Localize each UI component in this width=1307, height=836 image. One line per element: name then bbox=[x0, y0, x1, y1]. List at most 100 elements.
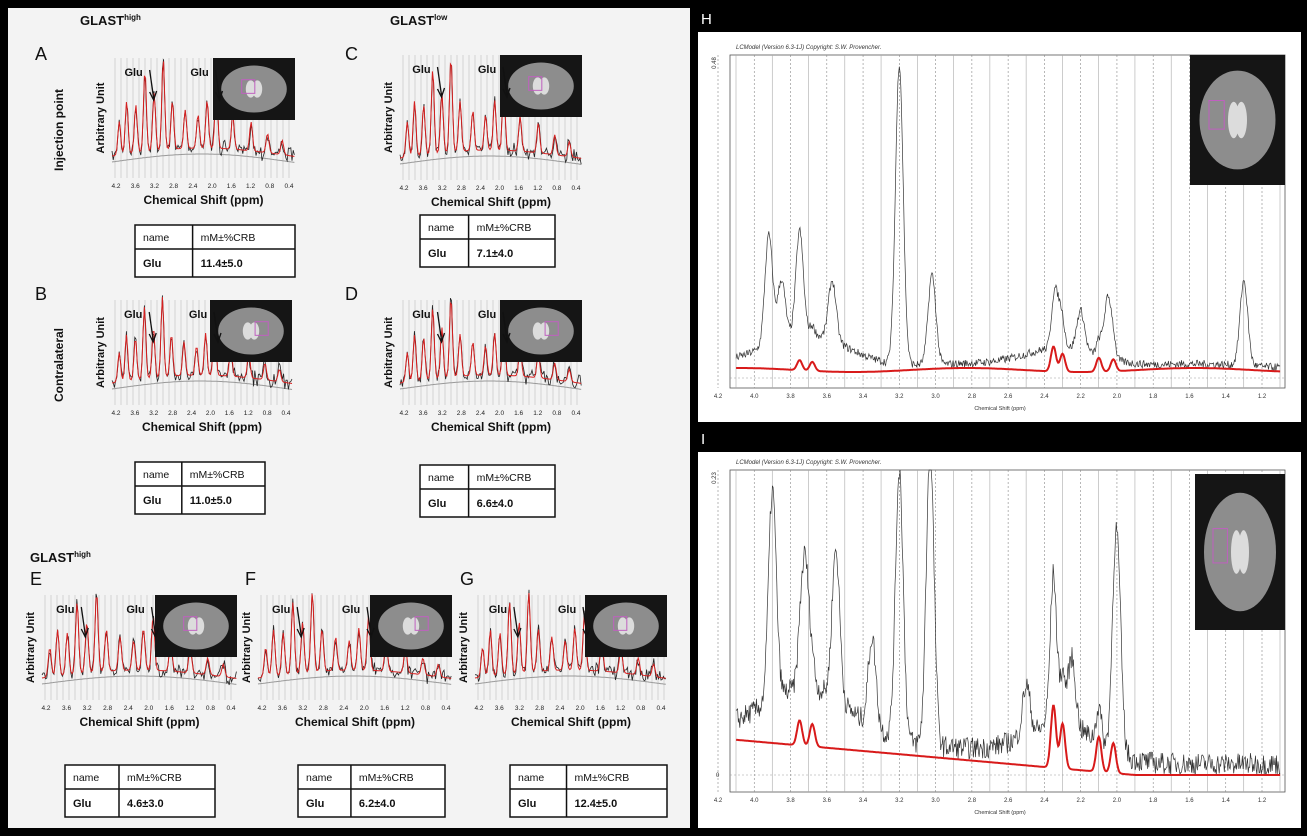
x-tick-label: 2.0 bbox=[1113, 394, 1122, 400]
arrow-shaft bbox=[436, 311, 443, 341]
group-title-sup: low bbox=[434, 13, 448, 22]
roi bbox=[1208, 100, 1225, 130]
x-tick-label: 3.6 bbox=[823, 798, 832, 804]
table-cell: 6.6±4.0 bbox=[477, 498, 514, 510]
group-title-base: GLAST bbox=[30, 550, 74, 565]
mri-ventricle bbox=[409, 617, 420, 635]
x-tick-label: 2.8 bbox=[457, 185, 466, 192]
mri-ventricle bbox=[624, 617, 635, 635]
x-tick-label: 0.8 bbox=[552, 410, 561, 417]
x-tick-label: 2.4 bbox=[187, 410, 196, 417]
table-header: name bbox=[428, 472, 454, 484]
x-tick-label: 0.8 bbox=[263, 410, 272, 417]
x-axis-label: Chemical Shift (ppm) bbox=[431, 195, 551, 209]
x-axis-label: Chemical Shift (ppm) bbox=[295, 715, 415, 729]
arrow-shaft bbox=[502, 311, 508, 341]
x-tick-label: 1.2 bbox=[185, 705, 194, 712]
roi bbox=[414, 616, 429, 631]
arrow-head bbox=[502, 87, 511, 99]
x-tick-label: 2.2 bbox=[1076, 394, 1085, 400]
mri-ventricle bbox=[539, 322, 550, 340]
roi bbox=[544, 321, 559, 336]
x-tick-label: 2.4 bbox=[476, 185, 485, 192]
x-tick-label: 3.2 bbox=[150, 183, 159, 190]
lcmodel-header: LCModel (Version 6.3-1J) Copyright: S.W.… bbox=[736, 45, 881, 51]
x-tick-label: 2.6 bbox=[1004, 798, 1013, 804]
glu-label: Glu bbox=[272, 604, 290, 616]
y-axis-label: Arbitrary Unit bbox=[383, 82, 395, 153]
x-tick-label: 1.6 bbox=[227, 183, 236, 190]
arrow-shaft bbox=[582, 606, 588, 636]
glu-label: Glu bbox=[342, 604, 360, 616]
roi bbox=[254, 321, 269, 336]
baseline bbox=[399, 155, 582, 165]
roi bbox=[528, 76, 543, 91]
table-cell: Glu bbox=[518, 798, 536, 810]
x-tick-label: 2.4 bbox=[339, 705, 348, 712]
table-cell: Glu bbox=[306, 798, 324, 810]
table bbox=[134, 224, 296, 278]
spectrum-raw bbox=[735, 66, 1281, 372]
x-tick-label: 1.4 bbox=[1222, 798, 1231, 804]
x-tick-label: 3.2 bbox=[515, 705, 524, 712]
x-tick-label: 2.4 bbox=[555, 705, 564, 712]
mri-ventricle bbox=[252, 80, 263, 98]
table-header: name bbox=[73, 772, 99, 784]
arrow-head bbox=[149, 90, 158, 102]
arrow-shaft bbox=[148, 311, 154, 341]
x-tick-label: 3.0 bbox=[931, 394, 940, 400]
panel-letter: F bbox=[245, 569, 256, 589]
arrow-head bbox=[513, 627, 522, 639]
x-tick-label: 4.2 bbox=[714, 394, 723, 400]
roi bbox=[241, 79, 256, 94]
x-tick-label: 3.6 bbox=[823, 394, 832, 400]
x-tick-label: 1.6 bbox=[165, 705, 174, 712]
x-tick-label: 2.8 bbox=[968, 798, 977, 804]
row-label: Contralateral bbox=[52, 328, 66, 402]
glu-label: Glu bbox=[478, 64, 496, 76]
arrow-shaft bbox=[296, 606, 302, 636]
panel-letter: D bbox=[345, 284, 358, 304]
group-title-sup: high bbox=[74, 550, 91, 559]
glu-label: Glu bbox=[124, 67, 142, 79]
roi bbox=[183, 616, 198, 631]
glu-label: Glu bbox=[558, 604, 576, 616]
group-title: GLASTlow bbox=[390, 13, 448, 28]
x-tick-label: 4.2 bbox=[111, 410, 120, 417]
panel-letter: C bbox=[345, 44, 358, 64]
mri-ventricle bbox=[539, 77, 550, 95]
baseline bbox=[111, 380, 293, 390]
spectrum-fit bbox=[399, 301, 582, 384]
x-tick-label: 0.4 bbox=[656, 705, 665, 712]
table-cell: 4.6±3.0 bbox=[127, 798, 164, 810]
spectrum-fit bbox=[257, 593, 452, 679]
x-tick-label: 0.8 bbox=[265, 183, 274, 190]
glu-label: Glu bbox=[126, 604, 144, 616]
arrow-shaft bbox=[150, 606, 157, 636]
panel-letter: I bbox=[701, 431, 705, 448]
arrow-shaft bbox=[502, 66, 508, 96]
x-tick-label: 1.2 bbox=[533, 185, 542, 192]
spectrum-fit bbox=[111, 296, 293, 384]
x-tick-label: 3.6 bbox=[419, 410, 428, 417]
x-tick-label: 3.4 bbox=[859, 394, 868, 400]
mri-ventricle bbox=[249, 322, 260, 340]
x-tick-label: 2.8 bbox=[168, 410, 177, 417]
roi bbox=[1212, 528, 1228, 564]
x-tick-label: 4.2 bbox=[41, 705, 50, 712]
x-tick-label: 1.6 bbox=[596, 705, 605, 712]
x-tick-label: 2.0 bbox=[1113, 798, 1122, 804]
x-tick-label: 0.8 bbox=[636, 705, 645, 712]
x-tick-label: 0.8 bbox=[421, 705, 430, 712]
x-tick-label: 1.6 bbox=[1185, 798, 1194, 804]
x-tick-label: 3.2 bbox=[895, 798, 904, 804]
table-header: name bbox=[143, 232, 169, 244]
x-tick-label: 1.6 bbox=[225, 410, 234, 417]
x-tick-label: 3.8 bbox=[786, 798, 795, 804]
x-tick-label: 1.2 bbox=[401, 705, 410, 712]
y-axis-label: Arbitrary Unit bbox=[95, 317, 107, 388]
table-header: name bbox=[306, 772, 332, 784]
x-tick-label: 2.0 bbox=[495, 185, 504, 192]
